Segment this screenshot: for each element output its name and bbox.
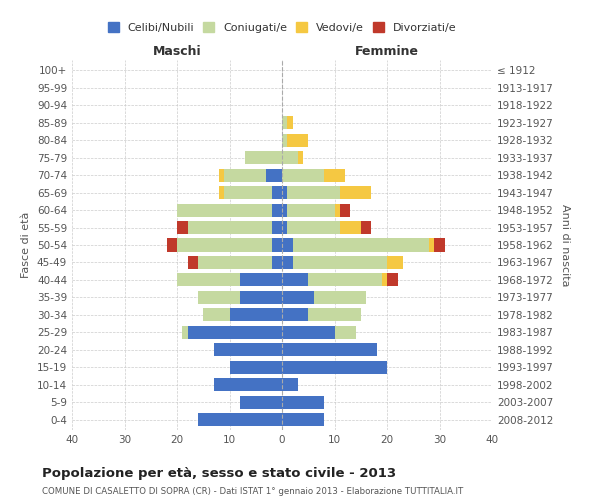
Bar [335,204,340,216]
Text: Maschi: Maschi [152,46,202,59]
Bar [282,378,298,391]
Bar [198,291,240,304]
Bar [282,274,308,286]
Bar [387,256,403,269]
Bar [293,238,429,252]
Bar [203,308,229,322]
Bar [214,378,282,391]
Bar [293,256,387,269]
Bar [219,168,224,181]
Bar [282,326,335,339]
Bar [282,186,287,199]
Y-axis label: Anni di nascita: Anni di nascita [560,204,570,286]
Bar [271,256,282,269]
Bar [434,238,445,252]
Bar [198,413,282,426]
Bar [282,134,287,147]
Bar [287,134,308,147]
Bar [335,326,355,339]
Bar [308,308,361,322]
Bar [271,238,282,252]
Bar [177,238,271,252]
Bar [214,343,282,356]
Bar [324,168,345,181]
Bar [282,221,287,234]
Bar [287,116,293,130]
Bar [271,204,282,216]
Bar [198,256,271,269]
Bar [340,204,350,216]
Bar [282,116,287,130]
Bar [245,151,282,164]
Text: COMUNE DI CASALETTO DI SOPRA (CR) - Dati ISTAT 1° gennaio 2013 - Elaborazione TU: COMUNE DI CASALETTO DI SOPRA (CR) - Dati… [42,488,463,496]
Bar [287,221,340,234]
Bar [298,151,303,164]
Bar [229,360,282,374]
Bar [266,168,282,181]
Bar [177,221,187,234]
Bar [382,274,387,286]
Y-axis label: Fasce di età: Fasce di età [22,212,31,278]
Bar [287,204,335,216]
Bar [187,326,282,339]
Legend: Celibi/Nubili, Coniugati/e, Vedovi/e, Divorziati/e: Celibi/Nubili, Coniugati/e, Vedovi/e, Di… [103,18,461,37]
Bar [314,291,366,304]
Bar [282,360,387,374]
Bar [224,168,266,181]
Bar [219,186,224,199]
Bar [167,238,177,252]
Bar [240,396,282,408]
Bar [271,186,282,199]
Bar [187,221,271,234]
Bar [387,274,398,286]
Text: Femmine: Femmine [355,46,419,59]
Bar [308,274,382,286]
Bar [282,413,324,426]
Bar [282,168,324,181]
Bar [187,256,198,269]
Bar [177,274,240,286]
Bar [361,221,371,234]
Bar [240,291,282,304]
Bar [282,291,314,304]
Bar [229,308,282,322]
Bar [224,186,271,199]
Bar [182,326,187,339]
Bar [282,151,298,164]
Bar [282,343,377,356]
Bar [282,204,287,216]
Text: Popolazione per età, sesso e stato civile - 2013: Popolazione per età, sesso e stato civil… [42,468,396,480]
Bar [177,204,271,216]
Bar [282,238,293,252]
Bar [287,186,340,199]
Bar [429,238,434,252]
Bar [340,186,371,199]
Bar [282,396,324,408]
Bar [282,256,293,269]
Bar [340,221,361,234]
Bar [271,221,282,234]
Bar [240,274,282,286]
Bar [282,308,308,322]
